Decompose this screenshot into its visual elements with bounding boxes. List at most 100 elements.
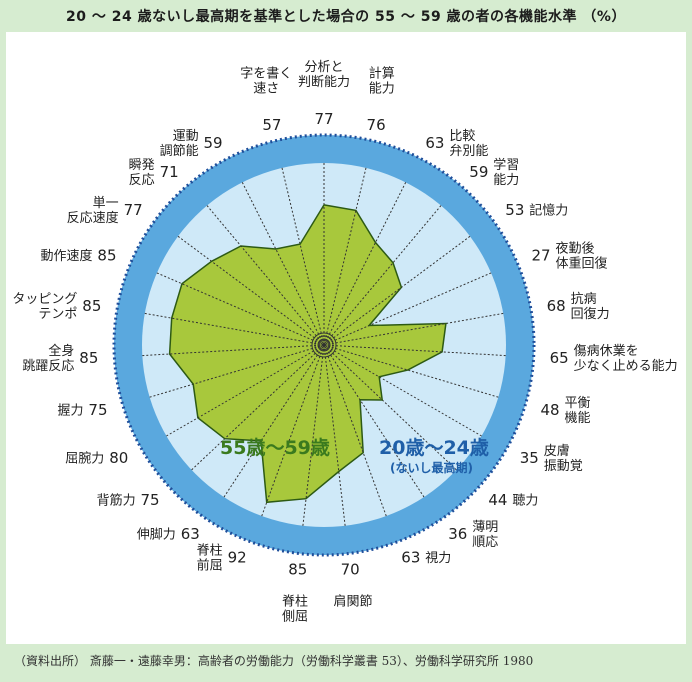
category-labels: 77 分析と判断能力 76 計算能力 63 比較弁別能 59 学習能力 53 記憶力 27 夜勤後体重… bbox=[12, 60, 677, 624]
value-label: 85 bbox=[288, 561, 307, 579]
category-label: 脊柱前屈 bbox=[197, 543, 223, 573]
center-ring bbox=[317, 338, 331, 352]
chart-panel: 77 分析と判断能力 76 計算能力 63 比較弁別能 59 学習能力 53 記憶力 27 夜勤後体重… bbox=[6, 32, 686, 644]
category-label: 全身跳躍反応 bbox=[22, 343, 74, 374]
category-label: 比較弁別能 bbox=[449, 129, 488, 159]
spoke-over bbox=[323, 344, 361, 401]
value-label: 75 bbox=[141, 491, 160, 509]
category-label: 皮膚振動覚 bbox=[544, 443, 583, 474]
category-label-group: 75 背筋力 bbox=[97, 491, 160, 509]
category-label: 抗病回復力 bbox=[571, 292, 610, 322]
value-label: 70 bbox=[341, 561, 360, 579]
center-ring bbox=[320, 341, 328, 349]
category-label-group: 63 伸脚力 bbox=[137, 525, 200, 543]
category-label: 平衡機能 bbox=[565, 396, 591, 426]
value-label: 71 bbox=[160, 163, 179, 181]
category-label: 瞬発反応 bbox=[129, 158, 155, 188]
category-label: 薄明順応 bbox=[472, 520, 498, 550]
spoke-over bbox=[323, 286, 402, 346]
series-55-59-polygon bbox=[168, 204, 447, 504]
category-label-group: 76 計算能力 bbox=[367, 66, 395, 134]
spoke-over bbox=[224, 344, 325, 440]
category-label: 肩関節 bbox=[333, 593, 372, 609]
value-label: 63 bbox=[401, 548, 420, 566]
value-label: 59 bbox=[469, 163, 488, 181]
category-label-group: 70 肩関節 bbox=[333, 561, 372, 610]
spoke-over bbox=[299, 243, 325, 346]
value-label: 35 bbox=[520, 449, 539, 467]
category-label-group: 59 学習能力 bbox=[469, 157, 519, 188]
category-label-group: 77 単一反応速度 bbox=[67, 195, 143, 226]
category-label: 分析と判断能力 bbox=[298, 60, 350, 90]
spoke-over bbox=[323, 344, 383, 401]
category-label-group: 68 抗病回復力 bbox=[547, 292, 610, 322]
category-label-group: 27 夜勤後体重回復 bbox=[532, 242, 608, 272]
value-label: 48 bbox=[541, 401, 560, 419]
category-label-group: 92 脊柱前屈 bbox=[197, 543, 247, 573]
category-label: 運動調節能 bbox=[160, 129, 199, 159]
value-label: 36 bbox=[448, 525, 467, 543]
spoke-over bbox=[169, 344, 325, 355]
value-label: 75 bbox=[88, 401, 107, 419]
category-label: タッピングテンポ bbox=[12, 292, 77, 322]
spoke-over bbox=[275, 248, 325, 346]
value-label: 63 bbox=[425, 134, 444, 152]
spoke-over bbox=[171, 317, 325, 346]
category-label: 伸脚力 bbox=[137, 526, 176, 542]
category-label-group: 63 視力 bbox=[401, 548, 451, 566]
category-label: 脊柱側屈 bbox=[282, 594, 308, 624]
category-label-group: 53 記憶力 bbox=[505, 201, 568, 219]
spoke-over bbox=[323, 344, 408, 371]
spoke-over bbox=[323, 344, 340, 472]
spoke-over bbox=[323, 344, 380, 378]
series-sublabel-20-24: (ないし最高期) bbox=[390, 460, 473, 475]
category-label-group: 85 脊柱側屈 bbox=[282, 561, 308, 625]
spoke-over bbox=[260, 344, 325, 442]
spoke-over bbox=[197, 344, 325, 419]
source-note: （資料出所） 斎藤一・遠藤幸男：高齢者の労働能力（労働科学叢書 53）、労働科学… bbox=[14, 654, 534, 668]
spoke-over bbox=[323, 325, 370, 346]
value-label: 85 bbox=[97, 247, 116, 265]
category-label-group: 85 全身跳躍反応 bbox=[22, 343, 98, 374]
category-label-group: 75 握力 bbox=[57, 401, 107, 419]
value-label: 68 bbox=[547, 297, 566, 315]
spoke-over bbox=[193, 344, 325, 385]
category-label-group: 36 薄明順応 bbox=[448, 520, 498, 550]
spoke-over bbox=[323, 242, 376, 346]
category-label-group: 59 運動調節能 bbox=[160, 129, 223, 159]
value-label: 85 bbox=[79, 349, 98, 367]
category-label-group: 65 傷病休業を少なく止める能力 bbox=[550, 343, 678, 374]
radar-chart: 77 分析と判断能力 76 計算能力 63 比較弁別能 59 学習能力 53 記憶力 27 夜勤後体重… bbox=[12, 60, 677, 624]
value-label: 59 bbox=[204, 134, 223, 152]
center-ring bbox=[311, 332, 337, 358]
category-label-group: 63 比較弁別能 bbox=[425, 129, 488, 159]
category-label: 学習能力 bbox=[493, 157, 519, 188]
category-label-group: 44 聴力 bbox=[488, 491, 538, 509]
spoke-over bbox=[181, 283, 325, 346]
value-label: 76 bbox=[367, 116, 386, 134]
category-label: 単一反応速度 bbox=[67, 195, 119, 226]
spoke-over bbox=[305, 344, 325, 499]
value-label: 44 bbox=[488, 491, 507, 509]
value-label: 27 bbox=[532, 247, 551, 265]
value-label: 77 bbox=[314, 110, 333, 128]
spoke-over bbox=[240, 245, 325, 346]
value-label: 65 bbox=[550, 349, 569, 367]
category-label: 握力 bbox=[57, 403, 83, 418]
value-label: 53 bbox=[505, 201, 524, 219]
spoke-over bbox=[323, 210, 357, 346]
value-label: 92 bbox=[228, 548, 247, 566]
category-label: 聴力 bbox=[512, 494, 538, 509]
value-label: 80 bbox=[109, 449, 128, 467]
category-label: 計算能力 bbox=[369, 66, 395, 97]
center-rings bbox=[311, 332, 337, 358]
category-label-group: 57 字を書く速さ bbox=[240, 67, 292, 134]
category-label: 視力 bbox=[425, 551, 451, 566]
chart-title: 20 ～ 24 歳ないし最高期を基準とした場合の 55 ～ 59 歳の者の各機能… bbox=[66, 9, 626, 25]
category-label-group: 85 動作速度 bbox=[40, 247, 116, 265]
category-label: 背筋力 bbox=[97, 493, 136, 509]
value-label: 77 bbox=[124, 201, 143, 219]
category-label: 屈腕力 bbox=[65, 451, 104, 467]
category-label-group: 35 皮膚振動覚 bbox=[520, 443, 583, 474]
category-label-group: 71 瞬発反応 bbox=[129, 158, 179, 188]
